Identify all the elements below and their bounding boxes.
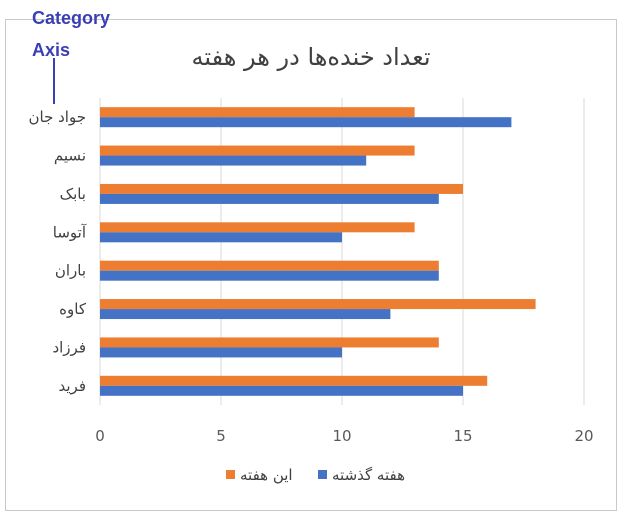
category-label: فرزاد bbox=[52, 338, 86, 356]
bars bbox=[100, 107, 536, 396]
category-label: جواد جان bbox=[29, 108, 87, 126]
legend: هفته گذشته این هفته bbox=[226, 466, 405, 484]
bar-this-week bbox=[100, 183, 463, 194]
x-tick-label: 20 bbox=[574, 427, 593, 445]
category-labels: جواد جان نسیم بابک آتوسا باران کاوه فرزاد فرید bbox=[29, 108, 87, 395]
category-label: باران bbox=[55, 262, 86, 280]
annotation-line-1: Category bbox=[32, 8, 111, 28]
chart-title: تعداد خنده‌ها در هر هفته bbox=[191, 43, 430, 71]
legend-label: هفته گذشته bbox=[332, 466, 405, 484]
chart-frame bbox=[5, 19, 617, 511]
bar-last-week bbox=[100, 155, 367, 166]
bar-this-week bbox=[100, 107, 415, 118]
legend-swatch bbox=[318, 470, 327, 479]
category-label: نسیم bbox=[54, 147, 86, 165]
x-tick-label: 0 bbox=[95, 427, 105, 445]
bar-last-week bbox=[100, 193, 439, 204]
bar-this-week bbox=[100, 145, 415, 156]
bar-last-week bbox=[100, 309, 391, 320]
gridlines bbox=[99, 98, 585, 405]
bar-this-week bbox=[100, 375, 488, 386]
category-label: بابک bbox=[60, 185, 86, 203]
legend-label: این هفته bbox=[240, 466, 293, 484]
bar-last-week bbox=[100, 347, 342, 358]
bar-this-week bbox=[100, 299, 536, 310]
bar-this-week bbox=[100, 260, 439, 271]
x-tick-label: 10 bbox=[332, 427, 351, 445]
category-label: آتوسا bbox=[53, 223, 87, 241]
category-label: کاوه bbox=[59, 300, 87, 318]
bar-this-week bbox=[100, 222, 415, 233]
legend-swatch bbox=[226, 470, 235, 479]
bar-last-week bbox=[100, 232, 342, 243]
x-tick-labels: 0 5 10 15 20 bbox=[95, 427, 593, 445]
bar-last-week bbox=[100, 117, 512, 128]
annotation-line-2: Axis bbox=[32, 40, 71, 60]
bar-this-week bbox=[100, 337, 439, 348]
x-tick-label: 5 bbox=[216, 427, 226, 445]
bar-last-week bbox=[100, 270, 439, 281]
x-tick-label: 15 bbox=[453, 427, 472, 445]
category-axis-annotation: Category Axis bbox=[32, 2, 110, 66]
annotation-pointer-line bbox=[53, 58, 55, 104]
category-label: فرید bbox=[59, 377, 87, 395]
bar-last-week bbox=[100, 385, 463, 396]
